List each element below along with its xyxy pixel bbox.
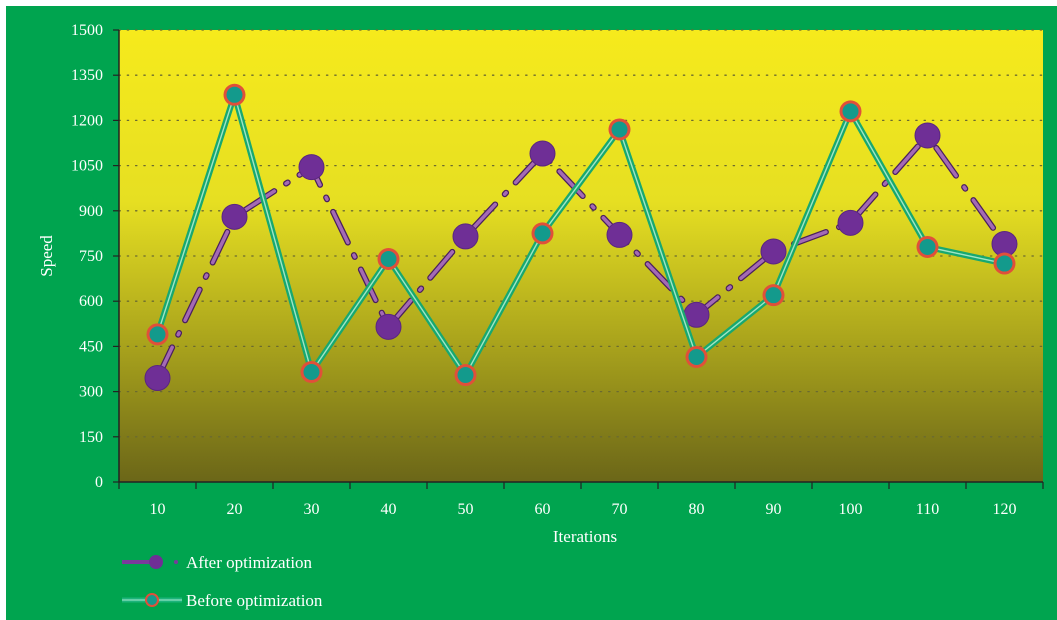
after-point [144, 365, 171, 392]
y-tick-label: 1050 [71, 158, 103, 175]
y-tick-label: 300 [79, 384, 103, 401]
x-tick-label: 60 [535, 501, 551, 518]
before-point [611, 121, 628, 138]
x-tick-label: 30 [304, 501, 320, 518]
x-axis-title: Iterations [553, 527, 617, 546]
x-tick-label: 80 [689, 501, 705, 518]
y-tick-label: 0 [95, 474, 103, 491]
before-point [842, 103, 859, 120]
plot-area [119, 30, 1043, 482]
y-tick-label: 900 [79, 203, 103, 220]
y-tick-label: 1350 [71, 67, 103, 84]
before-point [303, 364, 320, 381]
after-point [452, 223, 479, 250]
before-point [149, 326, 166, 343]
y-axis-title: Speed [37, 235, 56, 277]
y-tick-label: 600 [79, 293, 103, 310]
before-point [688, 348, 705, 365]
before-point [765, 287, 782, 304]
x-tick-label: 110 [916, 501, 939, 518]
after-point [298, 154, 325, 181]
legend: After optimization Before optimization [122, 553, 323, 610]
legend-before-label: Before optimization [186, 591, 323, 610]
x-tick-label: 40 [381, 501, 397, 518]
before-point [380, 251, 397, 268]
y-tick-label: 1500 [71, 22, 103, 39]
x-tick-label: 20 [227, 501, 243, 518]
legend-before-symbol [122, 593, 182, 607]
y-tick-label: 1200 [71, 112, 103, 129]
x-tick-label: 100 [839, 501, 863, 518]
after-point [221, 203, 248, 230]
y-tick-label: 750 [79, 248, 103, 265]
x-tick-label: 50 [458, 501, 474, 518]
y-tick-label: 150 [79, 429, 103, 446]
x-tick-label: 10 [150, 501, 166, 518]
after-point [606, 221, 633, 248]
x-tick-label: 70 [612, 501, 628, 518]
before-point [226, 86, 243, 103]
before-point [996, 255, 1013, 272]
after-point [914, 122, 941, 149]
after-point [375, 313, 402, 340]
before-point [534, 225, 551, 242]
after-point [760, 238, 787, 265]
before-point [457, 367, 474, 384]
before-series-line-inner [156, 92, 1005, 377]
after-point [837, 209, 864, 236]
after-point [529, 140, 556, 167]
legend-after-label: After optimization [186, 553, 313, 572]
y-tick-label: 450 [79, 338, 103, 355]
x-tick-label: 120 [993, 501, 1017, 518]
legend-after-symbol [122, 555, 178, 569]
after-series-line [155, 133, 1007, 380]
before-point [919, 238, 936, 255]
x-tick-label: 90 [766, 501, 782, 518]
